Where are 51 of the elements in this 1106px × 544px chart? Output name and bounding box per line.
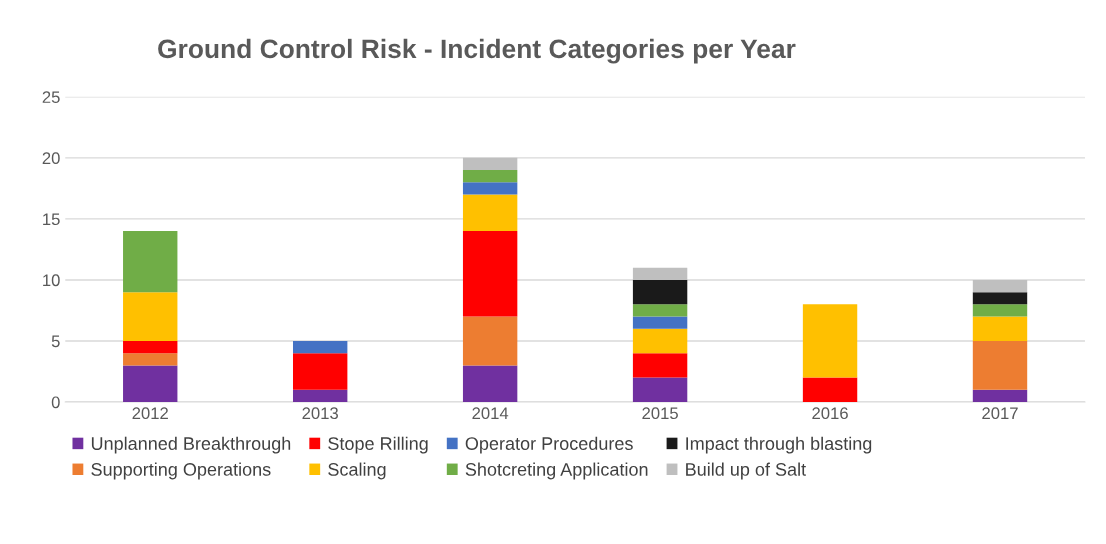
bar [802, 377, 858, 403]
bar [972, 304, 1028, 317]
bar [972, 292, 1028, 305]
bar [632, 353, 688, 378]
bar [462, 365, 518, 403]
bar [462, 170, 518, 183]
bar [802, 304, 858, 378]
bar [972, 279, 1028, 293]
x-tick-label: 2015 [642, 407, 678, 420]
bar [632, 304, 688, 317]
bar [632, 316, 688, 329]
bar [292, 340, 348, 354]
bar [632, 267, 688, 280]
bar [123, 353, 178, 366]
bar [972, 389, 1028, 403]
bar [123, 292, 178, 341]
bar [123, 340, 178, 354]
bar [123, 365, 178, 403]
x-tick-label: 2017 [982, 407, 1018, 420]
bar [462, 316, 518, 366]
bar [462, 231, 518, 317]
bar [972, 340, 1028, 390]
y-tick-label: 25 [42, 91, 60, 104]
x-tick-label: 2016 [812, 407, 848, 420]
y-tick-label: 15 [43, 213, 60, 226]
bar [123, 231, 178, 293]
bar [462, 194, 518, 232]
x-tick-label: 2013 [302, 407, 338, 420]
legend-label: Scaling [328, 462, 386, 480]
x-tick-label: 2014 [472, 407, 509, 420]
bar [292, 389, 348, 403]
y-tick-label: 0 [51, 396, 60, 409]
bar [462, 157, 518, 171]
bar [632, 328, 688, 354]
legend-label: Build up of Salt [686, 462, 806, 480]
legend-label: Impact through blasting [686, 436, 872, 454]
bar [632, 377, 688, 403]
x-tick-label: 2012 [132, 407, 168, 420]
bar [292, 353, 348, 390]
legend-label: Stope Rilling [328, 436, 428, 454]
bar [632, 279, 688, 305]
bar [462, 182, 518, 195]
legend-label: Shotcreting Application [465, 462, 648, 480]
legend-label: Unplanned Breakthrough [91, 436, 291, 454]
legend-label: Supporting Operations [91, 462, 271, 480]
bar [972, 316, 1028, 341]
legend-label: Operator Procedures [465, 436, 633, 454]
chart-title: Ground Control Risk - Incident Categories per Year [158, 38, 796, 64]
y-tick-label: 20 [42, 152, 60, 165]
y-tick-label: 10 [43, 274, 60, 287]
y-tick-label: 5 [51, 335, 60, 348]
